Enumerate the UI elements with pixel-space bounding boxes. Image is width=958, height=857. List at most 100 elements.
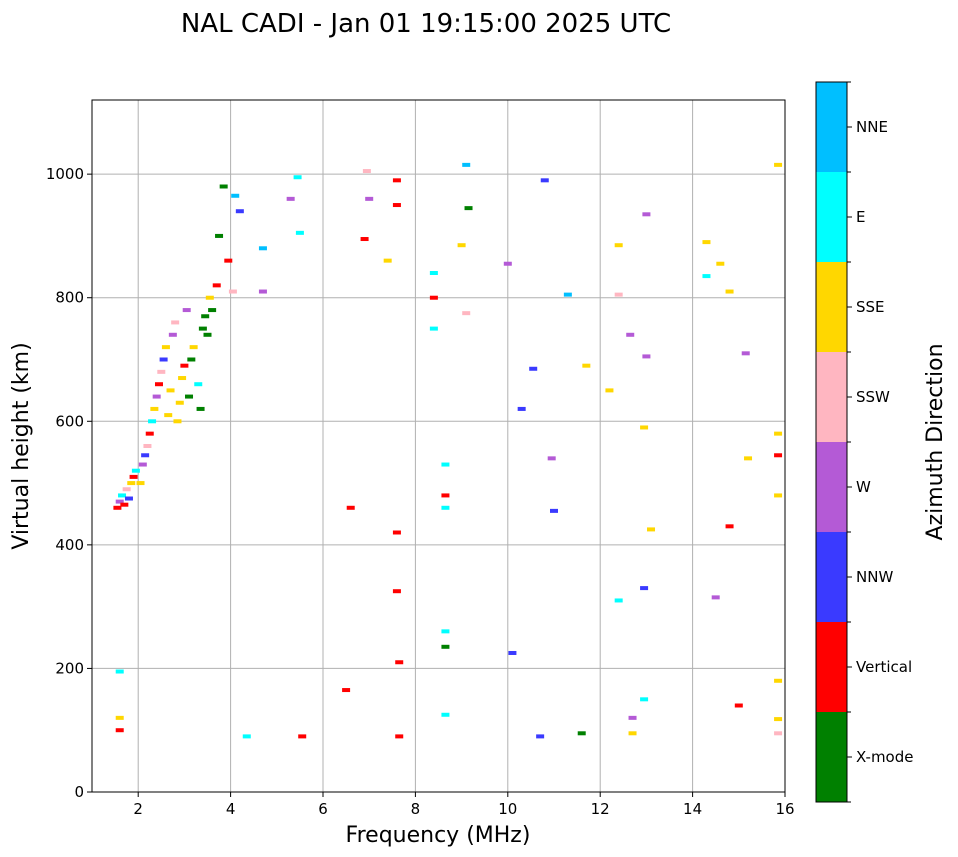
data-point — [120, 502, 129, 507]
data-point — [295, 230, 304, 235]
x-tick-label: 14 — [683, 800, 702, 818]
colorbar-swatch-sse — [816, 262, 847, 352]
colorbar-tick-label: NNW — [856, 568, 893, 586]
colorbar-swatch-nnw — [816, 532, 847, 622]
x-tick-label: 10 — [498, 800, 517, 818]
data-point — [196, 406, 205, 411]
data-point — [441, 462, 450, 467]
data-point — [395, 734, 404, 739]
data-point — [235, 209, 244, 214]
data-point — [392, 178, 401, 183]
data-point — [286, 196, 295, 201]
data-point — [605, 388, 614, 393]
colorbar-swatch-x-mode — [816, 712, 847, 802]
x-axis-ticks: 2 4 6 8 10 12 14 16 — [133, 792, 795, 818]
colorbar-tick-label: SSE — [856, 298, 885, 316]
data-point — [774, 493, 783, 498]
y-tick-label: 1000 — [46, 165, 84, 183]
data-point — [360, 237, 369, 242]
data-point — [127, 481, 136, 486]
data-point — [173, 419, 182, 424]
colorbar: X-mode Vertical NNW W SSW SSE E NNE — [815, 81, 913, 803]
x-tick-label: 6 — [318, 800, 328, 818]
colorbar-tick-label: W — [856, 478, 871, 496]
data-point — [180, 363, 189, 368]
data-point — [744, 456, 753, 461]
colorbar-frame — [815, 81, 848, 803]
data-point — [614, 598, 623, 603]
data-point — [118, 493, 127, 498]
data-point — [741, 351, 750, 356]
data-point — [141, 453, 150, 458]
data-point — [392, 530, 401, 535]
data-point — [115, 715, 124, 720]
data-point — [774, 717, 783, 722]
data-point — [150, 406, 159, 411]
data-point — [166, 388, 175, 393]
data-point — [194, 382, 203, 387]
data-point — [298, 734, 307, 739]
data-point — [362, 169, 371, 174]
data-point — [441, 629, 450, 634]
data-point — [642, 354, 651, 359]
x-tick-label: 4 — [226, 800, 236, 818]
grid-lines — [92, 100, 786, 793]
data-point — [198, 326, 207, 331]
colorbar-swatch-e — [816, 172, 847, 262]
chart-title: NAL CADI - Jan 01 19:15:00 2025 UTC — [181, 9, 671, 39]
data-point — [122, 487, 131, 492]
data-point — [716, 261, 725, 266]
data-point — [145, 431, 154, 436]
data-point — [628, 715, 637, 720]
data-point — [640, 697, 649, 702]
data-point — [293, 175, 302, 180]
data-point — [628, 731, 637, 736]
colorbar-swatch-vertical — [816, 622, 847, 712]
data-point — [203, 332, 212, 337]
data-point — [224, 258, 233, 263]
data-point — [154, 382, 163, 387]
data-points — [113, 162, 783, 739]
data-point — [168, 332, 177, 337]
data-point — [429, 295, 438, 300]
plot-frame — [91, 99, 786, 793]
data-point — [464, 206, 473, 211]
data-point — [182, 308, 191, 313]
data-point — [258, 246, 267, 251]
data-point — [115, 499, 124, 504]
data-point — [201, 314, 210, 319]
data-point — [774, 678, 783, 683]
data-point — [429, 326, 438, 331]
data-point — [138, 462, 147, 467]
data-point — [161, 345, 170, 350]
data-point — [157, 369, 166, 374]
data-point — [529, 366, 538, 371]
data-point — [582, 363, 591, 368]
data-point — [178, 376, 187, 381]
colorbar-tick-label: Vertical — [856, 658, 912, 676]
data-point — [164, 413, 173, 418]
data-point — [503, 261, 512, 266]
data-point — [774, 731, 783, 736]
data-point — [115, 669, 124, 674]
data-point — [392, 589, 401, 594]
data-point — [228, 289, 237, 294]
x-axis-label: Frequency (MHz) — [346, 823, 531, 848]
y-tick-label: 400 — [55, 536, 84, 554]
data-point — [734, 703, 743, 708]
data-point — [725, 524, 734, 529]
data-point — [508, 650, 517, 655]
data-point — [215, 233, 224, 238]
data-point — [342, 688, 351, 693]
data-point — [219, 184, 228, 189]
data-point — [152, 394, 161, 399]
data-point — [441, 505, 450, 510]
data-point — [614, 243, 623, 248]
x-tick-label: 16 — [775, 800, 794, 818]
data-point — [365, 196, 374, 201]
data-point — [640, 586, 649, 591]
colorbar-swatch-ssw — [816, 352, 847, 442]
data-point — [429, 271, 438, 275]
data-point — [441, 644, 450, 649]
